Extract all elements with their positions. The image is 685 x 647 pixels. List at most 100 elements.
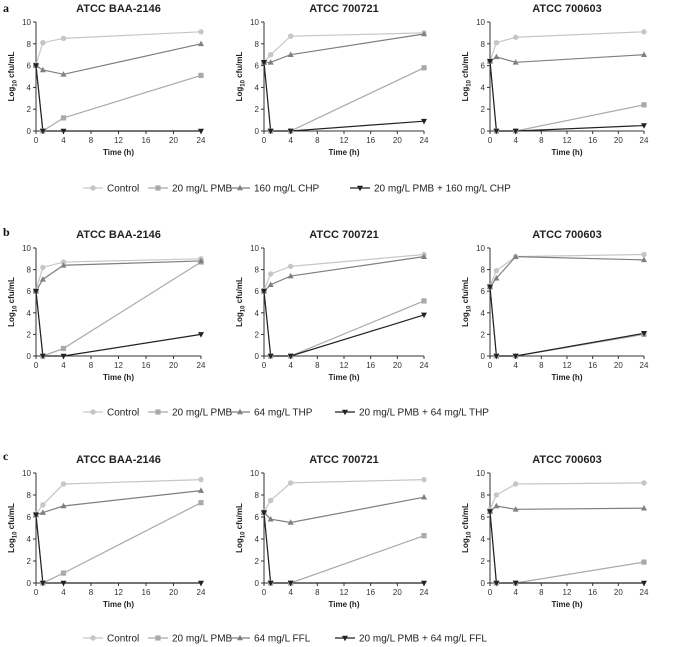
y-tick-label: 2 (255, 330, 260, 339)
x-tick-label: 12 (114, 588, 123, 597)
x-tick-label: 12 (563, 361, 572, 370)
legend-marker (237, 408, 243, 415)
x-axis-label: Time (h) (103, 373, 134, 382)
data-point (261, 60, 267, 66)
x-tick-label: 8 (315, 136, 320, 145)
y-tick-label: 2 (27, 105, 32, 114)
x-tick-label: 4 (513, 136, 518, 145)
y-tick-label: 8 (481, 266, 486, 275)
y-tick-label: 6 (27, 513, 32, 522)
y-tick-label: 4 (255, 83, 260, 92)
y-tick-label: 6 (27, 62, 32, 71)
x-tick-label: 20 (614, 361, 623, 370)
x-tick-label: 16 (588, 361, 597, 370)
data-point (39, 66, 46, 73)
series-line (263, 256, 425, 292)
x-tick-label: 16 (588, 136, 597, 145)
y-tick-label: 0 (255, 127, 260, 136)
y-tick-label: 0 (27, 579, 32, 588)
chart-title: ATCC 700721 (309, 3, 379, 15)
y-tick-label: 4 (481, 83, 486, 92)
data-point (39, 509, 46, 515)
data-point (641, 102, 647, 108)
x-axis-label: Time (h) (329, 373, 360, 382)
y-tick-label: 6 (255, 287, 260, 296)
legend-marker (90, 635, 96, 641)
y-tick-label: 4 (255, 309, 260, 318)
data-point (60, 345, 67, 352)
data-point (198, 257, 204, 264)
data-point (267, 271, 274, 277)
data-point (421, 533, 427, 539)
data-point (493, 40, 500, 46)
data-point (512, 580, 519, 587)
data-point (39, 580, 46, 587)
x-tick-label: 24 (640, 588, 649, 597)
x-tick-label: 16 (142, 588, 151, 597)
legend-label: 20 mg/L PMB + 64 mg/L THP (359, 408, 489, 419)
series-line (35, 43, 202, 75)
series-line (489, 256, 645, 288)
legend-label: Control (107, 408, 139, 419)
series-line (263, 62, 425, 132)
y-tick-label: 10 (22, 469, 31, 478)
series-line (489, 286, 645, 357)
x-axis-label: Time (h) (552, 148, 583, 157)
legend-marker (357, 185, 363, 192)
legend-label: 20 mg/L PMB + 160 mg/L CHP (374, 184, 511, 195)
data-point (198, 580, 204, 587)
y-axis-label: Log10 cfu/mL (7, 51, 19, 101)
series-line (263, 496, 425, 524)
legend-label: 20 mg/L PMB (172, 634, 233, 645)
x-tick-label: 4 (513, 588, 518, 597)
chart-title: ATCC BAA-2146 (76, 454, 161, 466)
y-axis-label-unit: cfu/mL (235, 503, 244, 532)
y-axis-label-unit: cfu/mL (461, 51, 470, 80)
data-point (60, 259, 67, 265)
x-tick-label: 20 (169, 136, 178, 145)
data-point (267, 281, 274, 288)
x-tick-label: 24 (420, 136, 429, 145)
x-tick-label: 0 (488, 136, 493, 145)
legend-label: 20 mg/L PMB (172, 184, 233, 195)
x-tick-label: 16 (366, 361, 375, 370)
series-line (263, 291, 425, 357)
y-axis-label-unit: cfu/mL (235, 277, 244, 306)
y-axis-label-sub: 10 (13, 531, 19, 538)
y-tick-label: 2 (481, 557, 486, 566)
data-point (641, 505, 647, 511)
series-line (489, 253, 645, 287)
y-tick-label: 10 (476, 469, 485, 478)
data-point (60, 502, 67, 509)
y-tick-label: 2 (27, 330, 32, 339)
legend-marker (155, 185, 161, 191)
x-tick-label: 4 (288, 588, 293, 597)
y-tick-label: 2 (481, 105, 486, 114)
data-point (40, 264, 46, 271)
data-point (198, 500, 204, 506)
y-axis-label-unit: cfu/mL (461, 503, 470, 532)
data-point (33, 288, 39, 295)
y-axis-label-main: Log (235, 312, 244, 327)
y-axis-label-sub: 10 (467, 305, 473, 312)
data-point (287, 51, 294, 57)
x-tick-label: 12 (340, 361, 349, 370)
data-point (287, 580, 294, 587)
x-axis-label: Time (h) (103, 148, 134, 157)
series-line (489, 482, 645, 510)
x-tick-label: 0 (488, 361, 493, 370)
data-point (267, 580, 274, 587)
x-tick-label: 20 (393, 136, 402, 145)
y-tick-label: 4 (255, 535, 260, 544)
x-tick-label: 16 (366, 136, 375, 145)
data-point (421, 118, 427, 125)
chart-title: ATCC BAA-2146 (76, 3, 161, 15)
legend-marker (237, 184, 243, 191)
x-tick-label: 0 (488, 588, 493, 597)
x-tick-label: 20 (169, 361, 178, 370)
data-point (421, 494, 427, 500)
